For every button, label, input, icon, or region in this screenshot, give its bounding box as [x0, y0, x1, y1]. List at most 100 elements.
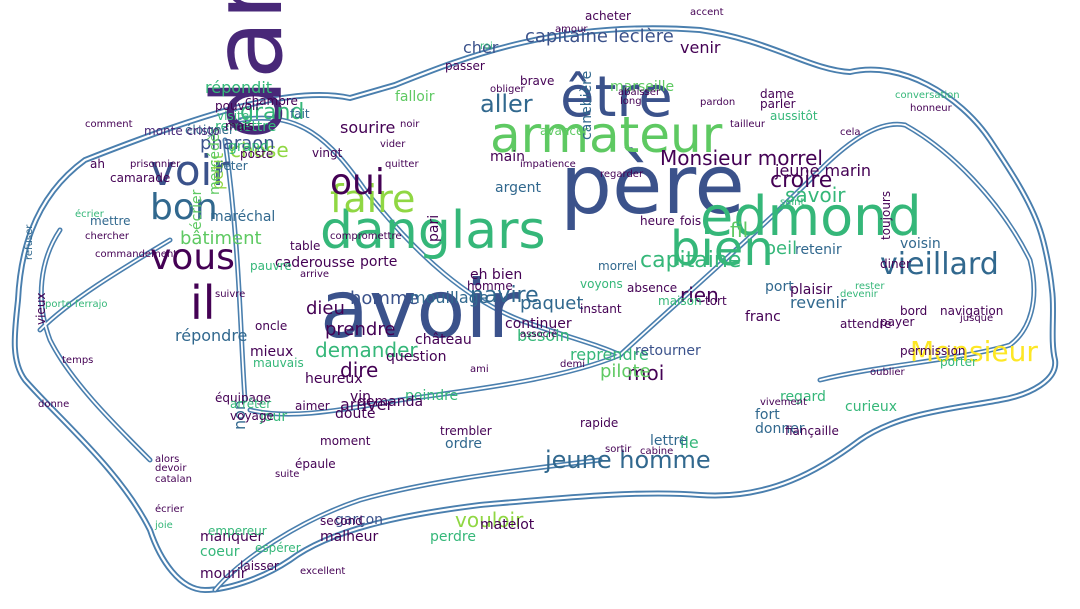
cloud-word: alors	[155, 454, 180, 465]
cloud-word: arrive	[300, 269, 330, 280]
cloud-word: maison	[658, 294, 702, 308]
cloud-word: avoir	[320, 263, 521, 356]
cloud-word: obliger	[490, 84, 525, 95]
cloud-word: chose	[230, 138, 289, 162]
cloud-word: venir	[680, 38, 721, 57]
cloud-word: argent	[495, 180, 541, 196]
cloud-word: jusque	[960, 313, 994, 324]
cloud-word: répondit	[205, 78, 273, 97]
cloud-word: écrier	[75, 209, 104, 220]
cloud-word: fil	[730, 218, 749, 242]
cloud-word: Monsieur morrel	[660, 146, 823, 170]
cloud-word: jeune homme	[545, 446, 711, 474]
cloud-word: porte	[360, 254, 398, 270]
cloud-word: dieu	[306, 298, 345, 319]
cloud-word: camarade	[110, 171, 171, 185]
cloud-word: capitaine	[640, 248, 742, 273]
cloud-word: vieillard	[880, 247, 999, 282]
cloud-word: commandement	[95, 249, 178, 260]
cloud-word: regarder	[600, 169, 644, 180]
cloud-word: être	[560, 65, 673, 130]
cloud-word: reprendre	[570, 345, 649, 364]
cloud-word: chambre	[245, 94, 298, 108]
cloud-word: croire	[770, 168, 833, 193]
cloud-word: moi	[627, 361, 665, 385]
cloud-word: moment	[320, 434, 371, 448]
cloud-word: quitter	[385, 159, 419, 170]
cloud-word: diner	[880, 257, 911, 271]
cloud-word: devenir	[840, 289, 878, 300]
cloud-word: aussitôt	[770, 109, 818, 123]
cloud-word: abaisser	[618, 87, 661, 98]
cloud-word: épaule	[295, 457, 336, 471]
cloud-word: poste	[240, 147, 274, 161]
cloud-word: table	[290, 239, 321, 253]
cloud-word: roi	[480, 41, 493, 52]
cloud-word: laisser	[240, 559, 279, 573]
cloud-word: main	[490, 149, 525, 165]
cloud-word: armateur	[490, 106, 723, 164]
cloud-word: château	[415, 332, 472, 348]
cloud-word: suivre	[215, 289, 246, 300]
cloud-word: perdre	[430, 529, 476, 545]
cloud-word: homme	[350, 288, 419, 309]
cloud-word: vin	[350, 389, 372, 405]
cloud-word: donne	[38, 399, 70, 410]
cloud-word: passer	[445, 59, 485, 73]
cloud-word: vivement	[760, 397, 807, 408]
cloud-word: plaisir	[790, 282, 833, 298]
cloud-word: fois	[680, 214, 702, 228]
cloud-word: visite	[217, 109, 250, 123]
cloud-word: sortir	[605, 444, 632, 455]
cloud-word: voisin	[900, 236, 941, 252]
cloud-word: malheur	[320, 529, 379, 545]
cloud-word: heureux	[305, 371, 363, 387]
cloud-word: long	[620, 96, 642, 107]
cloud-word: manquer	[200, 529, 264, 545]
cloud-word: poindre	[405, 388, 459, 404]
cloud-word: voir	[150, 146, 230, 195]
cloud-word: dire	[340, 358, 379, 382]
cloud-word: franc	[745, 309, 781, 325]
cloud-word: oui	[330, 162, 385, 203]
cloud-word: remettre	[215, 119, 277, 135]
cloud-word: payer	[880, 315, 915, 329]
cloud-word: edmond	[700, 185, 922, 248]
cloud-word: équipage	[215, 391, 271, 405]
cloud-word: grand	[228, 139, 269, 155]
cloud-word: avancer	[540, 124, 589, 138]
cloud-word: savoir	[785, 183, 846, 207]
cloud-word: mieux	[250, 344, 294, 360]
cloud-word: vouloir	[455, 508, 524, 532]
cloud-word: voyons	[580, 277, 623, 291]
cloud-word: mourir	[200, 566, 247, 582]
cloud-word: comment	[85, 119, 133, 130]
cloud-word: donner	[755, 421, 805, 437]
cloud-word: tort	[705, 294, 727, 308]
cloud-word: écrier	[155, 504, 184, 515]
cloud-word: voyage	[230, 409, 274, 423]
cloud-word: ami	[470, 364, 489, 375]
cloud-word: second	[320, 514, 363, 528]
cloud-word: prisonnier	[130, 159, 181, 170]
cloud-word: éloigner	[185, 123, 234, 137]
cloud-word: pilote	[600, 361, 651, 382]
cloud-word: prendre	[325, 319, 396, 340]
cloud-word: fort	[755, 407, 780, 423]
cloud-word: acheter	[585, 9, 631, 23]
cloud-word: excellent	[300, 566, 346, 577]
cloud-word: pharaon	[200, 133, 275, 154]
cloud-word: Monsieur	[910, 335, 1038, 368]
cloud-word: falloir	[395, 89, 435, 105]
cloud-word: coeur	[200, 544, 240, 560]
cloud-word: faire	[330, 177, 416, 221]
cloud-word: vous	[150, 237, 235, 278]
cloud-word: oncle	[255, 319, 288, 333]
cloud-word: canebière	[579, 70, 595, 140]
cloud-word: paquet	[520, 293, 584, 314]
cloud-word: espérer	[255, 541, 301, 555]
cloud-word: demi	[560, 359, 586, 370]
